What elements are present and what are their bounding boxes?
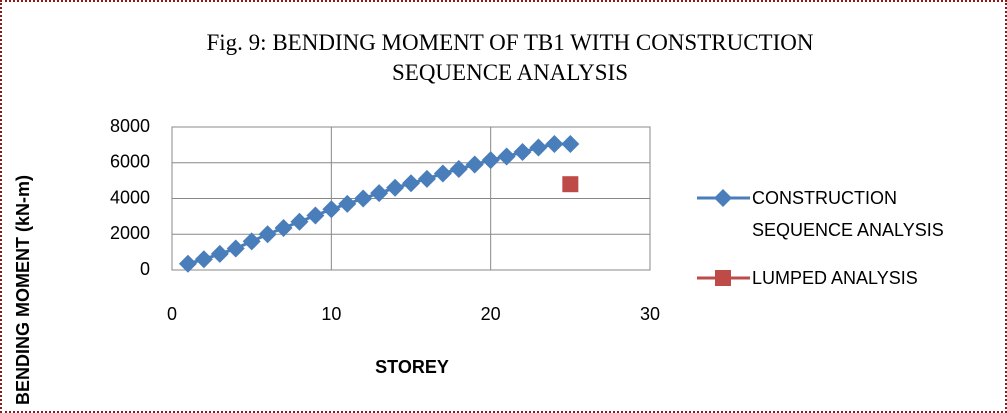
data-point (433, 164, 452, 183)
data-point (274, 218, 293, 237)
data-point (370, 184, 389, 203)
legend-label: LUMPED ANALYSIS (752, 268, 918, 288)
data-point (210, 244, 229, 263)
y-tick-label: 4000 (110, 187, 150, 207)
data-point (338, 194, 357, 213)
chart-title: Fig. 9: BENDING MOMENT OF TB1 WITH CONST… (206, 30, 814, 85)
data-point (242, 232, 261, 251)
data-point (545, 134, 564, 153)
data-point (226, 239, 245, 258)
data-point (449, 160, 468, 179)
x-tick-label: 0 (167, 304, 177, 324)
data-point (465, 155, 484, 174)
data-point (529, 138, 548, 157)
data-point (354, 189, 373, 208)
data-point (481, 151, 500, 170)
y-tick-label: 6000 (110, 152, 150, 172)
x-tick-label: 30 (640, 304, 660, 324)
y-tick-label: 8000 (110, 116, 150, 136)
data-point (306, 206, 325, 225)
data-point (386, 178, 405, 197)
data-point (417, 169, 436, 188)
data-point (561, 134, 580, 153)
data-point (258, 225, 277, 244)
data-point (513, 143, 532, 162)
x-tick-label: 20 (481, 304, 501, 324)
data-point (178, 254, 197, 273)
y-tick-label: 0 (140, 259, 150, 279)
x-axis-label: STOREY (375, 357, 449, 377)
data-point (497, 147, 516, 166)
x-tick-label: 10 (321, 304, 341, 324)
y-axis-label: BENDING MOMENT (kN-m) (13, 175, 33, 405)
data-point (402, 174, 420, 193)
legend-label: CONSTRUCTION SEQUENCE ANALYSIS (752, 188, 944, 240)
data-point (194, 250, 213, 269)
legend-marker (714, 189, 732, 207)
data-point (322, 200, 341, 219)
data-point (290, 212, 309, 231)
data-line (187, 142, 571, 266)
data-point (562, 176, 579, 193)
y-tick-label: 2000 (110, 223, 150, 243)
legend-marker (715, 270, 731, 286)
